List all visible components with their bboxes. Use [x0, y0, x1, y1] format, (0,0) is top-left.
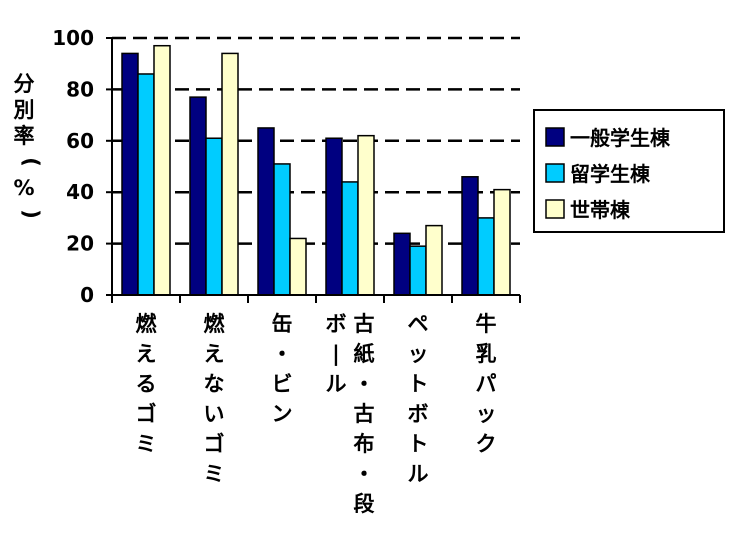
y-axis-title-char: ( — [19, 157, 43, 167]
category-char: 布 — [354, 432, 375, 456]
category-char: ル — [408, 462, 429, 486]
y-axis-title-char: 別 — [14, 98, 35, 122]
category-char: え — [204, 342, 225, 366]
legend-box — [533, 109, 725, 233]
bar-s0-c1 — [189, 96, 207, 296]
bar-s0-c5 — [461, 176, 479, 296]
y-tick-label-20: 20 — [66, 232, 94, 256]
category-char: る — [136, 372, 157, 396]
y-axis-title: 分別率 (%) — [13, 72, 43, 219]
bar-s1-c4 — [409, 245, 427, 296]
y-axis-title-char: 分 — [14, 72, 35, 96]
y-tick-label-100: 100 — [52, 26, 94, 50]
category-char: パ — [476, 372, 497, 396]
bar-s0-c0 — [121, 52, 139, 296]
category-char: ル — [326, 372, 347, 396]
category-char: ペ — [408, 312, 429, 336]
category-char: ン — [272, 402, 293, 426]
y-tick-labels: 0 20 40 60 80 100 — [52, 26, 94, 307]
category-char: ・ — [354, 462, 375, 486]
category-char: え — [136, 342, 157, 366]
bar-s1-c2 — [273, 163, 291, 296]
legend-swatch-1 — [545, 163, 565, 183]
gridlines — [112, 36, 520, 245]
category-char: ッ — [408, 342, 429, 366]
bars — [121, 44, 511, 296]
category-char: 乳 — [476, 342, 497, 366]
y-axis-title-char: 率 — [14, 124, 35, 148]
category-label-3: 古紙・古布・段ボ|ル — [326, 312, 375, 516]
category-char: ク — [476, 432, 497, 456]
category-char: い — [204, 402, 225, 426]
category-char: な — [204, 372, 225, 396]
y-axis-title-char: ) — [19, 209, 43, 219]
category-char: ッ — [476, 402, 497, 426]
category-char: | — [332, 342, 340, 367]
category-char: 牛 — [476, 312, 497, 336]
y-tick-label-80: 80 — [66, 77, 94, 101]
category-char: 古 — [354, 402, 375, 426]
bar-s2-c3 — [357, 134, 375, 296]
category-char: 段 — [354, 492, 375, 516]
category-char: ミ — [136, 432, 157, 456]
category-char: ト — [408, 372, 429, 396]
category-char: ボ — [408, 402, 429, 426]
bar-s1-c3 — [341, 181, 359, 296]
bar-s2-c5 — [493, 188, 511, 296]
bar-s1-c5 — [477, 217, 495, 296]
legend-label-0: 一般学生棟 — [570, 126, 671, 150]
axes — [106, 37, 521, 303]
legend-label-1: 留学生棟 — [570, 162, 651, 186]
category-char: 燃 — [204, 312, 226, 336]
category-char: ゴ — [136, 402, 157, 426]
bar-s0-c3 — [325, 137, 343, 296]
y-tick-label-60: 60 — [66, 129, 94, 153]
category-char: ゴ — [204, 432, 225, 456]
category-char: ・ — [354, 372, 375, 396]
category-char: ボ — [326, 312, 347, 336]
bar-s1-c0 — [137, 73, 155, 296]
legend-swatch-0 — [545, 127, 565, 147]
y-tick-label-40: 40 — [66, 180, 94, 204]
bar-s1-c1 — [205, 137, 223, 296]
bar-s2-c0 — [153, 44, 171, 296]
y-axis-label: 分別率 (%) — [13, 72, 43, 219]
category-char: ・ — [272, 342, 293, 366]
bar-s2-c4 — [425, 224, 443, 296]
bar-s0-c4 — [393, 232, 411, 296]
category-char: 古 — [354, 312, 375, 336]
category-label-2: 缶・ビン — [272, 312, 293, 426]
y-tick-label-0: 0 — [80, 283, 94, 307]
category-char: ミ — [204, 462, 225, 486]
category-char: ト — [408, 432, 429, 456]
legend-swatch-2 — [545, 199, 565, 219]
category-char: 缶 — [272, 312, 293, 336]
category-char: ビ — [272, 372, 293, 396]
category-char: 燃 — [136, 312, 158, 336]
category-char: 紙 — [354, 342, 375, 366]
bar-s2-c1 — [221, 52, 239, 296]
bar-s0-c2 — [257, 127, 275, 296]
y-axis-title-char: % — [13, 176, 34, 200]
legend-label-2: 世帯棟 — [570, 198, 631, 222]
bar-s2-c2 — [289, 237, 307, 296]
